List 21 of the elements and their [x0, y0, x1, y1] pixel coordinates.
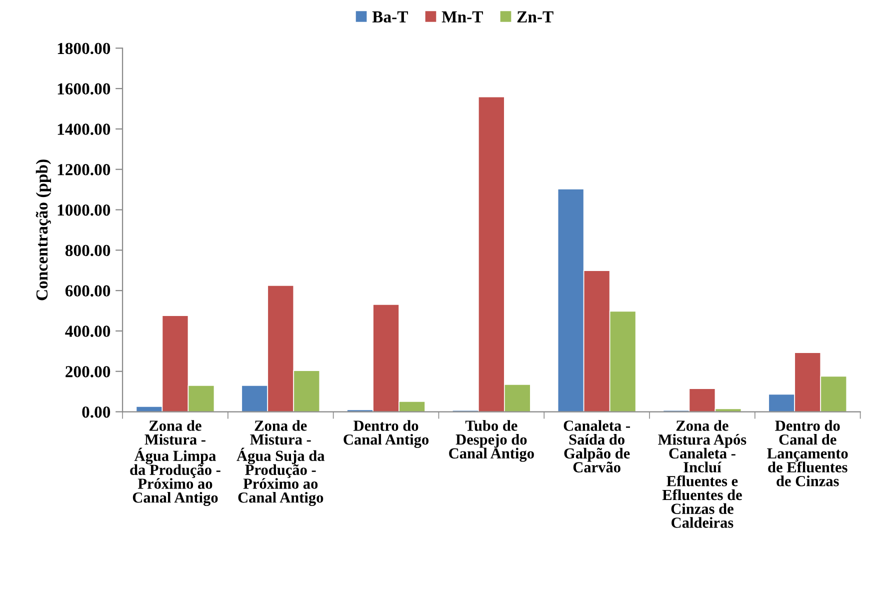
y-tick-label: 1200.00 [58, 164, 110, 176]
y-tick-label: 800.00 [65, 244, 110, 256]
legend-label: Zn-T [517, 11, 554, 22]
x-tick-label: Zona de Mistura Após Canaleta - Incluí Efluentes e Efluentes de Cinzas de Caldeiras [658, 420, 746, 528]
legend-label: Ba-T [372, 11, 408, 22]
y-tick-label: 600.00 [65, 285, 110, 297]
x-tick-label: Canaleta - Saída do Galpão de Carvão [564, 420, 630, 472]
y-tick-label: 1400.00 [58, 124, 110, 135]
y-tick-label: 1600.00 [58, 83, 110, 95]
y-tick-label: 200.00 [66, 366, 110, 378]
x-tick-label: Dentro do Canal de Lançamento de Efluentes de Cinzas [767, 420, 848, 486]
y-tick-label: 0.00 [82, 406, 110, 418]
y-axis-title: Concentração (ppb) [36, 160, 51, 300]
y-tick-label: 1800.00 [58, 42, 110, 54]
y-tick-label: 1000.00 [58, 204, 110, 216]
x-tick-label: Zona de Mistura - Água Limpa da Produção - Próximo ao Canal Antigo [130, 420, 220, 506]
x-tick-label: Zona de Mistura - Água Suja da Produção - Próximo ao Canal Antigo [236, 420, 325, 506]
x-tick-label: Tubo de Despejo do Canal Antigo [449, 420, 534, 462]
legend-label: Mn-T [442, 11, 483, 22]
x-tick-label: Dentro do Canal Antigo [344, 420, 429, 448]
y-tick-label: 400.00 [65, 326, 110, 337]
